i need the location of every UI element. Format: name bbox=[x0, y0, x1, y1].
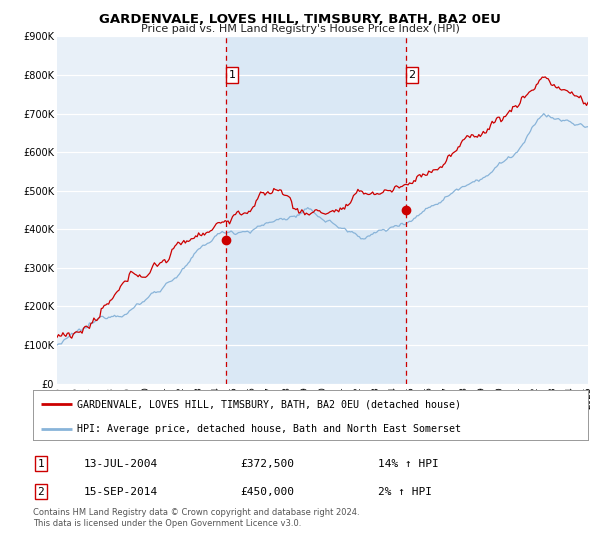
Text: Price paid vs. HM Land Registry's House Price Index (HPI): Price paid vs. HM Land Registry's House … bbox=[140, 24, 460, 34]
Bar bbox=[226, 36, 406, 384]
Text: GARDENVALE, LOVES HILL, TIMSBURY, BATH, BA2 0EU: GARDENVALE, LOVES HILL, TIMSBURY, BATH, … bbox=[99, 13, 501, 26]
Text: Contains HM Land Registry data © Crown copyright and database right 2024.
This d: Contains HM Land Registry data © Crown c… bbox=[33, 508, 359, 528]
Text: £450,000: £450,000 bbox=[240, 487, 294, 497]
Text: £372,500: £372,500 bbox=[240, 459, 294, 469]
Text: 2: 2 bbox=[37, 487, 44, 497]
Text: GARDENVALE, LOVES HILL, TIMSBURY, BATH, BA2 0EU (detached house): GARDENVALE, LOVES HILL, TIMSBURY, BATH, … bbox=[77, 399, 461, 409]
Text: 1: 1 bbox=[37, 459, 44, 469]
Text: 1: 1 bbox=[229, 70, 236, 80]
Text: 13-JUL-2004: 13-JUL-2004 bbox=[84, 459, 158, 469]
Text: 14% ↑ HPI: 14% ↑ HPI bbox=[378, 459, 439, 469]
Text: 15-SEP-2014: 15-SEP-2014 bbox=[84, 487, 158, 497]
Text: 2% ↑ HPI: 2% ↑ HPI bbox=[378, 487, 432, 497]
Text: HPI: Average price, detached house, Bath and North East Somerset: HPI: Average price, detached house, Bath… bbox=[77, 424, 461, 434]
Text: 2: 2 bbox=[409, 70, 416, 80]
